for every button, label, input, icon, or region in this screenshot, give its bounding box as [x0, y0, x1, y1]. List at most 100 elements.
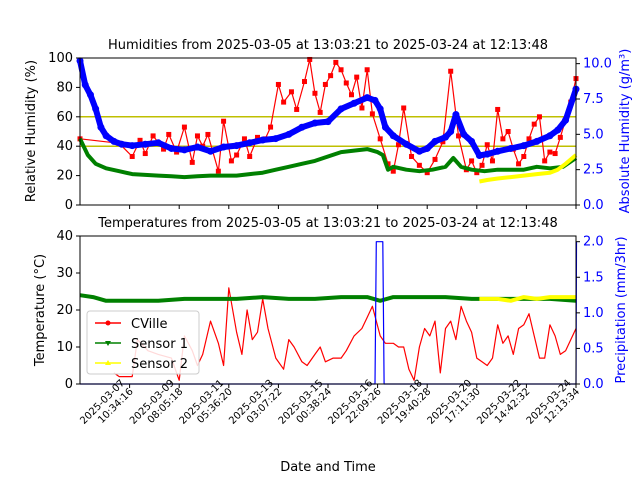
- temperature-chart-title: Temperatures from 2025-03-05 at 13:03:21…: [97, 216, 557, 231]
- humidity-series-0-point: [521, 153, 527, 159]
- humidity-y2-tick-label: 5.0: [583, 127, 604, 142]
- humidity-series-0-point: [234, 152, 240, 158]
- humidity-series-0-point: [484, 142, 490, 148]
- humidity-series-0-point: [268, 124, 274, 130]
- humidity-series-0-point: [129, 153, 135, 159]
- humidity-series-0-point: [181, 124, 187, 130]
- humidity-series-3-point: [337, 105, 345, 113]
- humidity-series-3-point: [167, 144, 175, 152]
- humidity-axes: 0 20 40 60 80 100 0.0 2.5 5.0 7.5 10.0: [48, 51, 612, 213]
- humidity-series-3-point: [81, 81, 89, 89]
- humidity-series-0-point: [500, 136, 506, 142]
- humidity-y-tick-label: 0: [65, 198, 73, 213]
- humidity-chart-title: Humidities from 2025-03-05 at 13:03:21 t…: [108, 38, 548, 53]
- humidity-series-3-point: [483, 150, 491, 158]
- temperature-legend: CVille Sensor 1 Sensor 2: [86, 310, 200, 375]
- humidity-series-3-point: [460, 130, 468, 138]
- humidity-series-0-point: [526, 136, 532, 142]
- humidity-series-3-point: [102, 132, 110, 140]
- humidity-series-0-point: [359, 105, 365, 111]
- humidity-series-3-point: [246, 139, 254, 147]
- legend-box: [86, 310, 200, 375]
- humidity-series-3-point: [431, 137, 439, 145]
- legend-marker-2: [105, 360, 111, 365]
- humidity-series-0-point: [328, 73, 334, 79]
- humidity-series-0-point: [469, 158, 475, 164]
- humidity-series-0-point: [401, 105, 407, 111]
- legend-marker-0: [105, 320, 111, 326]
- humidity-y-tick-label: 100: [48, 51, 73, 66]
- humidity-series-0-point: [424, 170, 430, 176]
- humidity-series-3-point: [520, 142, 528, 150]
- humidity-series-0-point: [307, 56, 313, 62]
- humidity-series-3-point: [298, 123, 306, 131]
- humidity-series-3-point: [546, 132, 554, 140]
- humidity-series-3-point: [154, 139, 162, 147]
- humidity-series-0-point: [302, 79, 308, 85]
- temperature-y-tick-label: 10: [56, 340, 73, 355]
- humidity-series-3-point: [86, 91, 94, 99]
- humidity-series-0-point: [281, 99, 287, 105]
- humidity-series-sensor-2: [479, 153, 578, 184]
- humidity-series-3-point: [233, 142, 241, 150]
- humidity-series-0-point: [440, 139, 446, 145]
- humidity-series-0-point: [343, 80, 349, 86]
- humidity-series-0-point: [338, 67, 344, 73]
- humidity-series-0-point: [194, 133, 200, 139]
- temperature-axes: 0 10 20 30 40 0.0 0.5 1.0 1.5 2.0: [56, 229, 603, 392]
- humidity-series-0-point: [479, 162, 485, 168]
- humidity-plot: Humidities from 2025-03-05 at 13:03:21 t…: [24, 38, 633, 213]
- humidity-series-3-point: [97, 123, 105, 131]
- humidity-series-0-point: [416, 162, 422, 168]
- humidity-series-3-point: [118, 140, 126, 148]
- humidity-series-3-point: [272, 135, 280, 143]
- humidity-y2-tick-label: 0.0: [583, 198, 604, 213]
- temperature-y2-tick-label: 0.0: [583, 377, 604, 392]
- humidity-series-0-point: [322, 81, 328, 87]
- temperature-y-tick-label: 30: [56, 266, 73, 281]
- x-axis-label: Date and Time: [280, 460, 376, 475]
- absolute-humidity-axis-label: Absolute Humidity (g/m³): [618, 49, 633, 214]
- humidity-series-0-point: [215, 168, 221, 174]
- humidity-y2-tick-label: 2.5: [583, 163, 604, 178]
- humidity-series-3-point: [324, 118, 332, 126]
- humidity-series-3-point: [141, 140, 149, 148]
- humidity-series-3-point: [423, 144, 431, 152]
- humidity-series-3-point: [376, 105, 384, 113]
- humidity-series-0-point: [354, 74, 360, 80]
- humidity-series-0-point: [390, 168, 396, 174]
- humidity-y-tick-label: 80: [56, 80, 73, 95]
- legend-label-0: CVille: [131, 317, 168, 332]
- humidity-series-0-point: [409, 153, 415, 159]
- temperature-y-tick-label: 40: [56, 229, 73, 244]
- humidity-series-3-point: [92, 105, 100, 113]
- temperature-plot: Temperatures from 2025-03-05 at 13:03:21…: [33, 216, 629, 392]
- humidity-series-0-point: [348, 92, 354, 98]
- humidity-series-0-point: [241, 136, 247, 142]
- temperature-y-tick-label: 0: [65, 377, 73, 392]
- humidity-series-3-point: [311, 119, 319, 127]
- humidity-series-0-point: [317, 109, 323, 115]
- humidity-series-0-point: [150, 133, 156, 139]
- humidity-series-3-point: [381, 123, 389, 131]
- humidity-series-0-point: [333, 59, 339, 65]
- humidity-series-3-point: [207, 147, 215, 155]
- temperature-y2-tick-label: 2.0: [583, 235, 604, 250]
- humidity-series-0-point: [247, 153, 253, 159]
- humidity-series-0-point: [221, 118, 227, 124]
- temperature-y2-tick-label: 1.5: [583, 270, 604, 285]
- humidity-y-tick-label: 60: [56, 110, 73, 125]
- humidity-series-3-point: [371, 96, 379, 104]
- humidity-series-0-point: [557, 134, 563, 140]
- humidity-series-0-point: [448, 68, 454, 74]
- humidity-series-3-point: [180, 146, 188, 154]
- temperature-y2-tick-label: 0.5: [583, 341, 604, 356]
- humidity-series-3-point: [402, 140, 410, 148]
- humidity-series-3-point: [447, 128, 455, 135]
- humidity-series-layer: [76, 56, 580, 184]
- humidity-series-3-point: [363, 94, 371, 102]
- humidity-series-3-point: [193, 143, 201, 151]
- humidity-series-0-point: [166, 131, 172, 137]
